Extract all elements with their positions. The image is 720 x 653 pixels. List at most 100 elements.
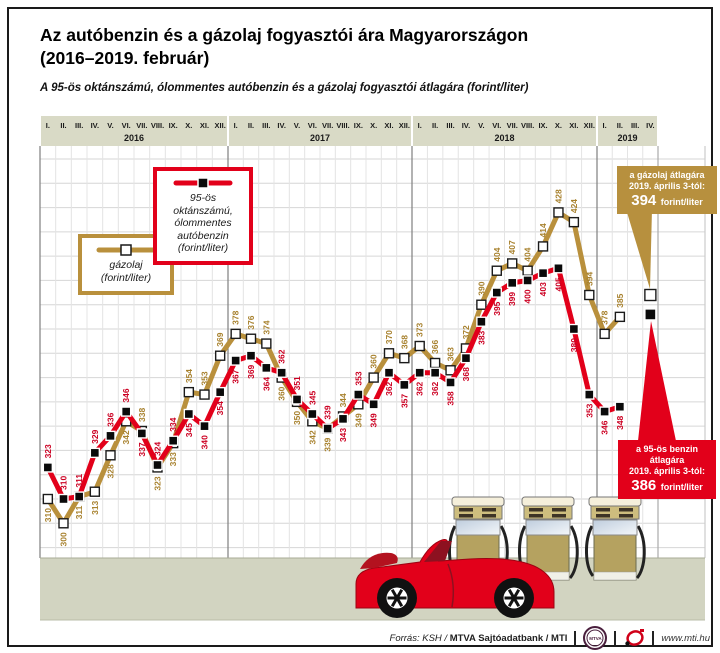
- data-point: [614, 401, 626, 412]
- benzin-legend: 95-ös oktánszámú, ólommentes autóbenzin …: [153, 167, 253, 265]
- data-point: [491, 287, 502, 298]
- title-line-1: Az autóbenzin és a gázolaj fogyasztói ár…: [40, 25, 529, 45]
- data-point-label: 424: [569, 199, 579, 213]
- month-tick-label: XII.: [399, 121, 410, 130]
- data-point-label: 329: [90, 429, 100, 443]
- diesel-annotation-pointer: [626, 209, 652, 289]
- mti-logo-icon: [625, 629, 645, 646]
- month-tick-label: VII.: [507, 121, 518, 130]
- data-point: [322, 423, 333, 434]
- data-point: [568, 216, 580, 228]
- data-point-label: 378: [600, 310, 610, 324]
- data-point-label: 353: [353, 371, 363, 385]
- data-point-label: 344: [338, 393, 348, 407]
- month-tick-label: VIII.: [151, 121, 164, 130]
- data-point: [136, 428, 148, 439]
- data-point: [491, 265, 502, 276]
- month-tick-label: VII.: [322, 121, 333, 130]
- month-tick-label: IV.: [91, 121, 99, 130]
- data-point: [476, 299, 487, 310]
- data-point-label: 357: [399, 394, 409, 408]
- diesel-annotation-value: 394: [631, 192, 657, 209]
- data-point-label: 374: [261, 320, 271, 334]
- data-point: [445, 377, 456, 388]
- data-point-label: 310: [59, 476, 69, 490]
- month-tick-label: XI.: [200, 121, 209, 130]
- data-point-label: 349: [353, 413, 363, 427]
- year-label: 2019: [617, 133, 637, 143]
- data-point-label: 358: [446, 391, 456, 405]
- data-point: [368, 372, 379, 383]
- diesel-legend: gázolaj (forint/liter): [78, 234, 174, 295]
- month-tick-label: VI.: [308, 121, 317, 130]
- data-point: [337, 413, 349, 425]
- month-tick-label: IV.: [646, 121, 654, 130]
- data-point: [522, 275, 533, 286]
- month-tick-label: VI.: [122, 121, 131, 130]
- data-point: [599, 328, 610, 340]
- data-point-label: 363: [446, 347, 456, 361]
- data-point-label: 368: [461, 367, 471, 381]
- data-point-label: 350: [292, 411, 302, 425]
- data-points: 323 310 311 329 336 346 337 324 334 345 340 354 367 3…: [42, 263, 657, 505]
- data-point: [89, 486, 101, 497]
- data-point: [199, 420, 210, 432]
- data-point: [584, 389, 595, 400]
- data-point: [476, 316, 487, 327]
- data-point-label: 348: [615, 415, 625, 429]
- data-point-label: 311: [74, 474, 84, 488]
- data-point-label: 338: [137, 408, 147, 422]
- benzin-legend-label: autóbenzin: [177, 229, 229, 242]
- diesel-annotation-text: a gázolaj átlagára: [629, 170, 705, 180]
- data-point-label: 380: [569, 338, 579, 352]
- data-point-label: 385: [615, 293, 625, 307]
- data-point: [429, 357, 441, 369]
- data-point: [245, 350, 257, 361]
- month-tick-label: X.: [185, 121, 192, 130]
- month-tick-label: XII.: [584, 121, 595, 130]
- month-tick-label: IX.: [354, 121, 363, 130]
- title-line-2: (2016–2019. február): [40, 48, 210, 68]
- data-point-label: 372: [461, 325, 471, 339]
- data-point-label: 395: [492, 301, 502, 315]
- diesel-legend-label: (forint/liter): [100, 271, 152, 284]
- data-point: [276, 367, 287, 378]
- car-wheel-rear: [377, 578, 417, 618]
- data-point: [291, 394, 303, 405]
- footer: Forrás: KSH / MTVA Sajtóadatbank / MTI M…: [300, 626, 710, 650]
- fuel-pump-icon: [585, 496, 646, 581]
- data-point-label: 362: [384, 381, 394, 395]
- data-point-label: 403: [538, 282, 548, 296]
- data-point: [214, 386, 226, 398]
- data-point-label: 369: [215, 332, 225, 346]
- data-point: [399, 379, 410, 391]
- data-point-label: 334: [168, 417, 178, 431]
- car-wheel-front: [494, 578, 534, 618]
- data-point-label: 407: [507, 240, 517, 254]
- benzin-legend-label: ólommentes: [174, 217, 232, 229]
- data-point-label: 354: [184, 369, 194, 383]
- data-point: [353, 389, 364, 400]
- month-tick-label: II.: [617, 121, 623, 130]
- data-point: [230, 355, 241, 366]
- data-point: [214, 350, 226, 361]
- footer-source-bold: MTVA Sajtóadatbank: [449, 632, 544, 644]
- data-point: [89, 447, 101, 459]
- data-point-label: 366: [430, 340, 440, 354]
- data-point: [568, 323, 580, 335]
- data-point: [42, 493, 54, 505]
- data-point-label: 404: [523, 247, 533, 261]
- data-point-label: 390: [476, 281, 486, 295]
- data-point: [307, 408, 318, 420]
- data-point-label: 339: [323, 405, 333, 419]
- data-point-label: 404: [492, 247, 502, 261]
- month-tick-label: III.: [631, 121, 639, 130]
- data-point: [522, 265, 533, 276]
- data-point: [199, 389, 210, 400]
- diesel-annotation-text: 2019. április 3-tól:: [628, 181, 706, 191]
- month-tick-label: I.: [418, 121, 422, 130]
- diesel-legend-label: gázolaj: [109, 259, 143, 271]
- data-point-label: 310: [43, 508, 53, 522]
- data-point: [230, 328, 241, 340]
